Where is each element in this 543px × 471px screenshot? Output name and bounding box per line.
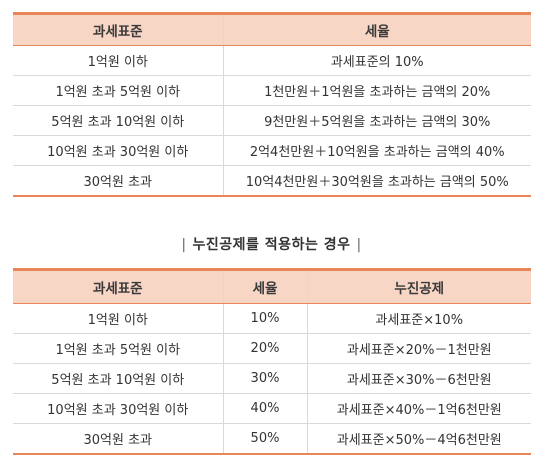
table-row: 10억원 초과 30억원 이하 40% 과세표준×40%－1억6천만원 <box>13 393 531 424</box>
table-row: 10억원 초과 30억원 이하 2억4천만원＋10억원을 초과하는 금액의 40… <box>13 135 531 166</box>
column-header-tax-base: 과세표준 <box>13 269 223 304</box>
table-row: 1억원 이하 10% 과세표준×10% <box>13 303 531 334</box>
tax-base-cell: 5억원 초과 10억원 이하 <box>13 105 223 136</box>
tax-rate-cell: 50% <box>222 423 307 455</box>
deduction-cell: 과세표준×40%－1억6천만원 <box>306 393 531 424</box>
tax-rate-cell: 10% <box>222 303 307 334</box>
tax-base-cell: 1억원 이하 <box>13 303 223 334</box>
table-row: 5억원 초과 10억원 이하 30% 과세표준×30%－6천만원 <box>13 363 531 394</box>
tax-rate-cell: 9천만원＋5억원을 초과하는 금액의 30% <box>222 105 531 136</box>
column-header-tax-base: 과세표준 <box>13 13 223 46</box>
deduction-cell: 과세표준×50%－4억6천만원 <box>306 423 531 455</box>
tax-rate-cell: 30% <box>222 363 307 394</box>
tax-rate-cell: 2억4천만원＋10억원을 초과하는 금액의 40% <box>222 135 531 166</box>
tax-rate-cell: 과세표준의 10% <box>222 45 531 76</box>
heading-text: 누진공제를 적용하는 경우 <box>192 237 351 253</box>
tax-base-cell: 30억원 초과 <box>13 165 223 197</box>
table-header-row: 과세표준 세율 누진공제 <box>13 269 531 304</box>
table-row: 30억원 초과 50% 과세표준×50%－4억6천만원 <box>13 423 531 455</box>
tax-base-cell: 1억원 이하 <box>13 45 223 76</box>
tax-base-cell: 1억원 초과 5억원 이하 <box>13 333 223 364</box>
heading-right-bar: | <box>356 237 362 253</box>
tax-rate-table: 과세표준 세율 1억원 이하 과세표준의 10% 1억원 초과 5억원 이하 1… <box>13 12 531 197</box>
table-row: 30억원 초과 10억4천만원＋30억원을 초과하는 금액의 50% <box>13 165 531 197</box>
table-header-row: 과세표준 세율 <box>13 13 531 46</box>
heading-left-bar: | <box>181 237 187 253</box>
column-header-tax-rate: 세율 <box>222 269 307 304</box>
section-heading: | 누진공제를 적용하는 경우 | <box>0 234 543 254</box>
column-header-tax-rate: 세율 <box>222 13 531 46</box>
tax-base-cell: 5억원 초과 10억원 이하 <box>13 363 223 394</box>
tax-rate-cell: 40% <box>222 393 307 424</box>
tax-base-cell: 10억원 초과 30억원 이하 <box>13 393 223 424</box>
progressive-deduction-table: 과세표준 세율 누진공제 1억원 이하 10% 과세표준×10% 1억원 초과 … <box>13 268 531 455</box>
column-header-progressive-deduction: 누진공제 <box>306 269 531 304</box>
tax-base-cell: 30억원 초과 <box>13 423 223 455</box>
tax-rate-cell: 10억4천만원＋30억원을 초과하는 금액의 50% <box>222 165 531 197</box>
tax-rate-cell: 1천만원＋1억원을 초과하는 금액의 20% <box>222 75 531 106</box>
tax-rate-cell: 20% <box>222 333 307 364</box>
deduction-cell: 과세표준×10% <box>306 303 531 334</box>
tax-base-cell: 1억원 초과 5억원 이하 <box>13 75 223 106</box>
tax-base-cell: 10억원 초과 30억원 이하 <box>13 135 223 166</box>
table-row: 1억원 초과 5억원 이하 20% 과세표준×20%－1천만원 <box>13 333 531 364</box>
deduction-cell: 과세표준×30%－6천만원 <box>306 363 531 394</box>
deduction-cell: 과세표준×20%－1천만원 <box>306 333 531 364</box>
table-row: 1억원 이하 과세표준의 10% <box>13 45 531 76</box>
table-row: 5억원 초과 10억원 이하 9천만원＋5억원을 초과하는 금액의 30% <box>13 105 531 136</box>
table-row: 1억원 초과 5억원 이하 1천만원＋1억원을 초과하는 금액의 20% <box>13 75 531 106</box>
